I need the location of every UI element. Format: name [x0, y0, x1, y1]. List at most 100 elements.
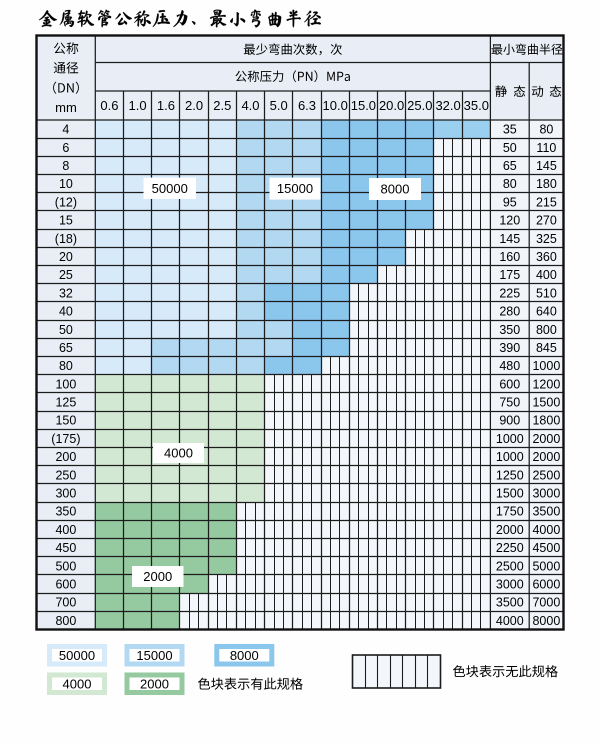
- svg-text:32: 32: [59, 286, 73, 300]
- svg-text:2000: 2000: [532, 432, 560, 446]
- svg-text:50000: 50000: [152, 181, 188, 196]
- svg-text:35.0: 35.0: [464, 98, 489, 113]
- svg-text:145: 145: [499, 232, 520, 246]
- svg-text:2000: 2000: [143, 569, 172, 584]
- svg-text:2.0: 2.0: [185, 98, 203, 113]
- svg-text:8000: 8000: [532, 614, 560, 628]
- svg-text:4000: 4000: [496, 614, 524, 628]
- svg-text:2000: 2000: [496, 523, 524, 537]
- svg-text:1.0: 1.0: [129, 98, 147, 113]
- svg-text:450: 450: [55, 541, 76, 555]
- svg-text:225: 225: [499, 286, 520, 300]
- svg-text:6000: 6000: [532, 578, 560, 592]
- svg-text:50: 50: [59, 323, 73, 337]
- svg-text:20: 20: [59, 250, 73, 264]
- svg-text:1250: 1250: [496, 468, 524, 482]
- svg-text:32.0: 32.0: [435, 98, 460, 113]
- svg-text:4000: 4000: [532, 523, 560, 537]
- svg-text:2.5: 2.5: [213, 98, 231, 113]
- svg-text:4000: 4000: [164, 446, 193, 461]
- svg-text:4: 4: [62, 123, 69, 137]
- svg-text:325: 325: [536, 232, 557, 246]
- svg-text:2500: 2500: [532, 468, 560, 482]
- svg-text:95: 95: [503, 195, 517, 209]
- svg-text:50000: 50000: [59, 648, 95, 663]
- svg-text:800: 800: [536, 323, 557, 337]
- svg-text:25.0: 25.0: [407, 98, 432, 113]
- svg-text:4000: 4000: [63, 676, 92, 691]
- svg-text:145: 145: [536, 159, 557, 173]
- svg-text:7000: 7000: [532, 596, 560, 610]
- svg-text:6.3: 6.3: [298, 98, 316, 113]
- svg-text:900: 900: [499, 414, 520, 428]
- svg-text:2000: 2000: [532, 450, 560, 464]
- svg-text:50: 50: [503, 141, 517, 155]
- svg-text:160: 160: [499, 250, 520, 264]
- svg-text:65: 65: [59, 341, 73, 355]
- svg-text:845: 845: [536, 341, 557, 355]
- svg-text:120: 120: [499, 214, 520, 228]
- svg-text:1800: 1800: [532, 414, 560, 428]
- svg-text:2250: 2250: [496, 541, 524, 555]
- svg-text:600: 600: [499, 377, 520, 391]
- svg-text:510: 510: [536, 286, 557, 300]
- svg-text:3500: 3500: [496, 596, 524, 610]
- svg-text:4500: 4500: [532, 541, 560, 555]
- svg-text:390: 390: [499, 341, 520, 355]
- svg-text:4.0: 4.0: [241, 98, 259, 113]
- svg-text:300: 300: [55, 487, 76, 501]
- svg-text:5000: 5000: [532, 559, 560, 573]
- svg-text:360: 360: [536, 250, 557, 264]
- svg-text:2000: 2000: [140, 676, 169, 691]
- svg-text:20.0: 20.0: [379, 98, 404, 113]
- svg-text:25: 25: [59, 268, 73, 282]
- svg-text:700: 700: [55, 596, 76, 610]
- svg-text:3500: 3500: [532, 505, 560, 519]
- svg-text:1500: 1500: [532, 396, 560, 410]
- svg-text:8000: 8000: [230, 648, 259, 663]
- svg-text:8: 8: [62, 159, 69, 173]
- svg-text:8000: 8000: [381, 182, 410, 197]
- svg-text:400: 400: [536, 268, 557, 282]
- svg-text:6: 6: [62, 141, 69, 155]
- svg-text:5.0: 5.0: [270, 98, 288, 113]
- svg-text:1000: 1000: [496, 450, 524, 464]
- svg-text:350: 350: [499, 323, 520, 337]
- svg-text:500: 500: [55, 559, 76, 573]
- svg-text:0.6: 0.6: [100, 98, 118, 113]
- svg-text:65: 65: [503, 159, 517, 173]
- svg-text:mm: mm: [55, 100, 77, 115]
- svg-text:3000: 3000: [496, 578, 524, 592]
- svg-text:270: 270: [536, 214, 557, 228]
- svg-text:15000: 15000: [136, 648, 172, 663]
- svg-text:200: 200: [55, 450, 76, 464]
- svg-text:40: 40: [59, 305, 73, 319]
- svg-text:110: 110: [536, 141, 556, 155]
- svg-text:2500: 2500: [496, 559, 524, 573]
- svg-text:10: 10: [59, 177, 73, 191]
- svg-text:640: 640: [536, 305, 557, 319]
- svg-text:480: 480: [499, 359, 520, 373]
- svg-text:750: 750: [499, 396, 520, 410]
- svg-text:175: 175: [499, 268, 520, 282]
- svg-text:1750: 1750: [496, 505, 524, 519]
- svg-text:280: 280: [499, 305, 520, 319]
- svg-text:15: 15: [59, 214, 73, 228]
- svg-text:80: 80: [539, 123, 553, 137]
- svg-text:1000: 1000: [496, 432, 524, 446]
- svg-text:15000: 15000: [277, 181, 313, 196]
- svg-text:125: 125: [55, 396, 76, 410]
- svg-text:180: 180: [536, 177, 557, 191]
- svg-text:150: 150: [55, 414, 76, 428]
- svg-text:(18): (18): [55, 232, 77, 246]
- svg-text:250: 250: [55, 468, 76, 482]
- svg-text:1000: 1000: [532, 359, 560, 373]
- svg-text:15.0: 15.0: [351, 98, 376, 113]
- svg-text:80: 80: [59, 359, 73, 373]
- svg-text:215: 215: [536, 195, 557, 209]
- svg-text:10.0: 10.0: [323, 98, 348, 113]
- svg-text:600: 600: [55, 578, 76, 592]
- svg-text:100: 100: [55, 377, 76, 391]
- svg-text:3000: 3000: [532, 487, 560, 501]
- svg-text:(175): (175): [51, 432, 80, 446]
